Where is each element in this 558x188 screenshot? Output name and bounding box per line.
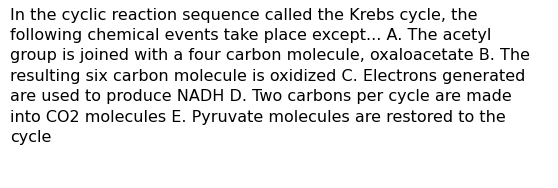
Text: In the cyclic reaction sequence called the Krebs cycle, the
following chemical e: In the cyclic reaction sequence called t…: [10, 8, 530, 145]
